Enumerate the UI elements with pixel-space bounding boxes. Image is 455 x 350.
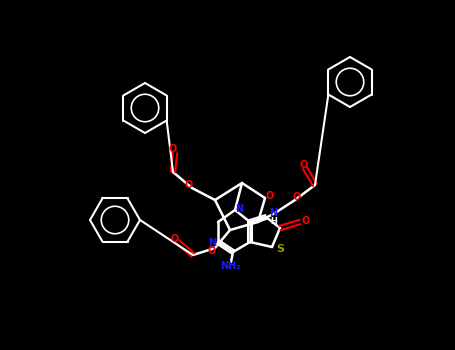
Text: O: O xyxy=(185,180,193,190)
Text: O: O xyxy=(300,160,308,170)
Text: O: O xyxy=(266,191,274,201)
Text: N: N xyxy=(208,238,216,248)
Text: H: H xyxy=(271,217,278,226)
Text: N: N xyxy=(235,204,243,214)
Text: O: O xyxy=(171,234,179,244)
Text: O: O xyxy=(169,144,177,154)
Text: NH₂: NH₂ xyxy=(220,261,240,271)
Text: N: N xyxy=(269,208,277,218)
Text: S: S xyxy=(276,244,284,254)
Text: O: O xyxy=(293,192,301,202)
Text: O: O xyxy=(302,216,310,226)
Text: O: O xyxy=(208,246,216,256)
